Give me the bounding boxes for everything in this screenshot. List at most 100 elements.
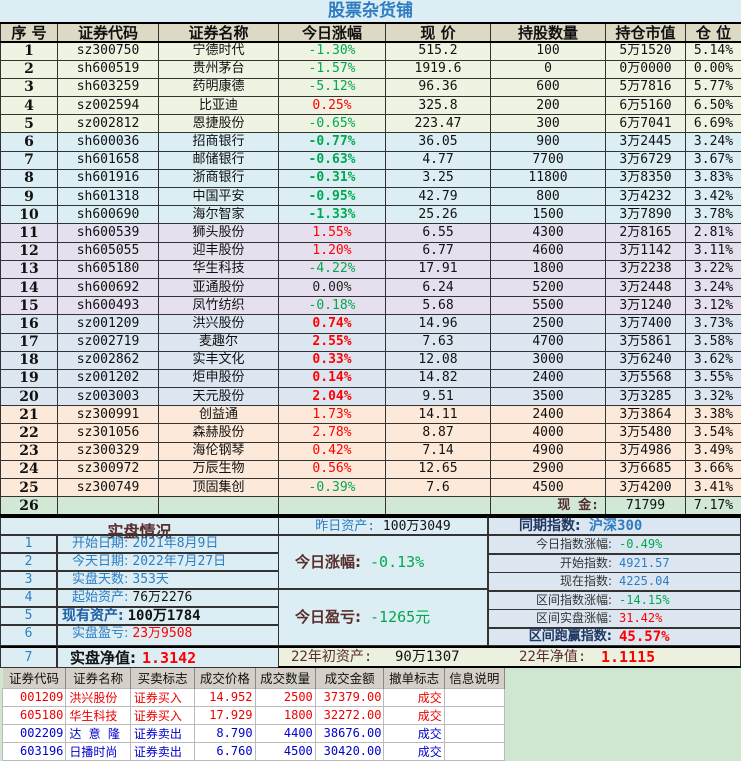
trade-column-header[interactable]: 成交价格	[195, 668, 255, 688]
cell-name: 中国平安	[159, 188, 279, 206]
cell-qty: 7700	[491, 151, 606, 169]
cell-qty: 800	[491, 188, 606, 206]
row-no: 1	[0, 535, 57, 553]
cell-pos: 3.55%	[686, 369, 741, 387]
trade-column-header[interactable]: 证券代码	[3, 668, 66, 688]
column-header: 持股数量	[491, 23, 606, 42]
cell-price: 14.96	[386, 315, 491, 333]
cell-pos: 3.58%	[686, 333, 741, 351]
index-label: 开始指数:	[560, 555, 612, 572]
cell-chg: 1.20%	[279, 242, 386, 260]
trade-column-header[interactable]: 成交数量	[255, 668, 315, 688]
row-no: 4	[0, 589, 57, 607]
cell-value: 3万2238	[606, 260, 686, 278]
summary-value: 2022年7月27日	[132, 554, 226, 569]
cell-price: 6.24	[386, 278, 491, 296]
trade-column-header[interactable]: 证券名称	[66, 668, 130, 688]
index-label: 今日指数涨幅:	[536, 536, 612, 553]
row-no: 5	[0, 607, 57, 625]
year-nav-value: 1.1115	[601, 648, 655, 666]
trade-column-header[interactable]: 信息说明	[444, 668, 504, 688]
index-label: 区间实盘涨幅:	[536, 610, 612, 627]
cell-name: 顶固集创	[159, 479, 279, 497]
cell-value: 3万4232	[606, 188, 686, 206]
row-no: 2	[0, 553, 57, 571]
cell-code: sh600493	[58, 297, 159, 315]
cell-qty: 300	[491, 115, 606, 133]
cell-name: 迎丰股份	[159, 242, 279, 260]
cell-no: 8	[1, 169, 58, 187]
year-row: 22年初资产: 90万1307 22年净值: 1.1115	[278, 646, 741, 668]
index-value: -0.49%	[619, 536, 662, 553]
cell-pos: 3.49%	[686, 442, 741, 460]
cell-price: 6.55	[386, 224, 491, 242]
beat-value: 45.57%	[619, 629, 670, 645]
cell-name: 药明康德	[159, 78, 279, 96]
cell-no: 9	[1, 188, 58, 206]
column-header: 持仓市值	[606, 23, 686, 42]
cell-code: sz300749	[58, 479, 159, 497]
cell-qty: 2400	[491, 369, 606, 387]
cell-value: 5万1520	[606, 42, 686, 60]
trade-status: 成交	[384, 724, 444, 742]
yesterday-assets: 昨日资产: 100万3049	[278, 516, 488, 535]
cell-no: 22	[1, 424, 58, 442]
cell-chg: 0.33%	[279, 351, 386, 369]
cell-qty: 4500	[491, 479, 606, 497]
cell-chg: 0.14%	[279, 369, 386, 387]
cell-chg: 0.42%	[279, 442, 386, 460]
index-value: 4225.04	[619, 573, 670, 590]
cell-price: 5.68	[386, 297, 491, 315]
cell-name: 亚通股份	[159, 278, 279, 296]
summary-row: 实盘天数:353天	[57, 571, 279, 589]
summary-label: 实盘天数:	[72, 572, 128, 587]
cell-price: 6.77	[386, 242, 491, 260]
nav-row: 实盘净值:1.3142	[57, 646, 279, 668]
index-title-label: 同期指数:	[519, 518, 581, 534]
column-header: 证券名称	[159, 23, 279, 42]
trade-column-header[interactable]: 买卖标志	[130, 668, 194, 688]
trade-info	[444, 706, 504, 724]
cell-pos: 3.12%	[686, 297, 741, 315]
cell-value: 5万7816	[606, 78, 686, 96]
cell-qty: 900	[491, 133, 606, 151]
summary-row: 实盘盈亏:23万9508	[57, 625, 279, 646]
trade-column-header[interactable]: 成交金额	[315, 668, 384, 688]
trade-column-header[interactable]: 撤单标志	[384, 668, 444, 688]
cell-pos: 3.24%	[686, 278, 741, 296]
cell-code: sh603259	[58, 78, 159, 96]
cell-no: 13	[1, 260, 58, 278]
